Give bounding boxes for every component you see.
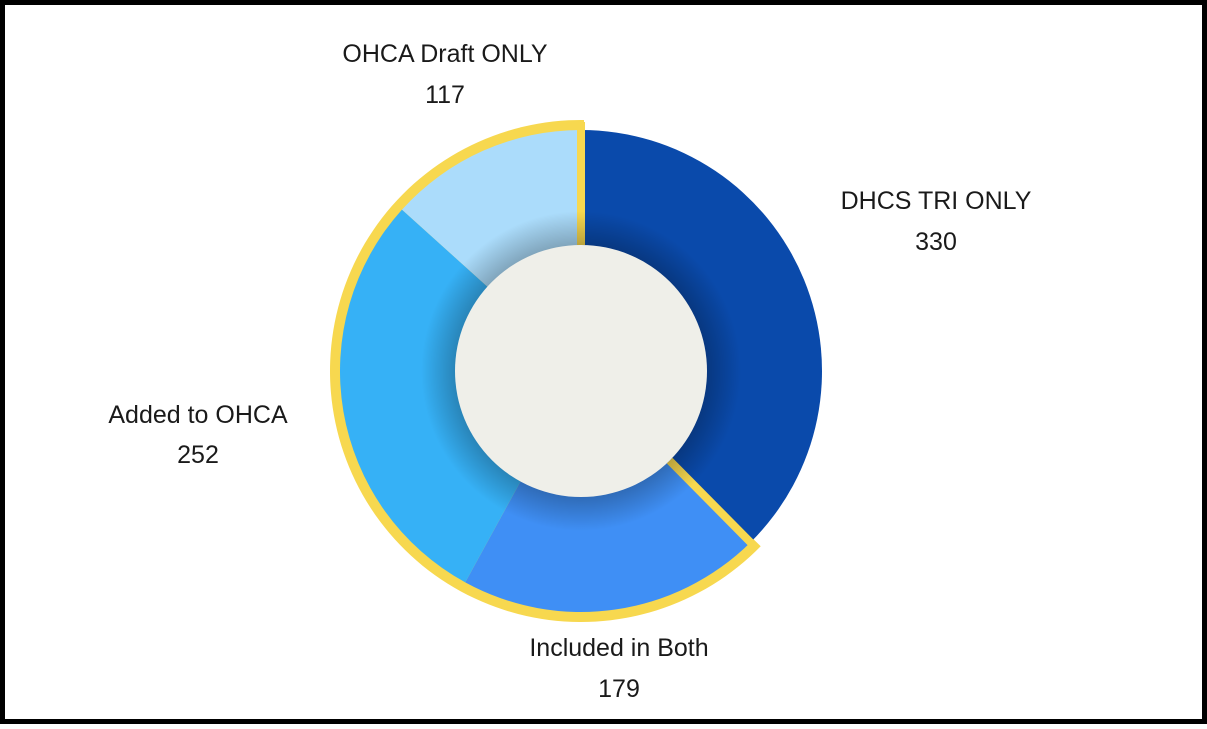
donut-chart: DHCS TRI ONLY 330 Included in Both 179 A… <box>108 40 1032 703</box>
label-included-in-both: Included in Both <box>529 634 708 662</box>
label-dhcs-tri-only: DHCS TRI ONLY <box>841 187 1032 215</box>
donut-hole <box>455 245 707 497</box>
label-ohca-draft-only: OHCA Draft ONLY <box>342 40 547 68</box>
value-dhcs-tri-only: 330 <box>915 228 957 256</box>
donut-center <box>421 211 741 531</box>
value-included-in-both: 179 <box>598 675 640 703</box>
label-added-to-ohca: Added to OHCA <box>108 401 288 429</box>
value-added-to-ohca: 252 <box>177 441 219 469</box>
value-ohca-draft-only: 117 <box>425 81 465 109</box>
